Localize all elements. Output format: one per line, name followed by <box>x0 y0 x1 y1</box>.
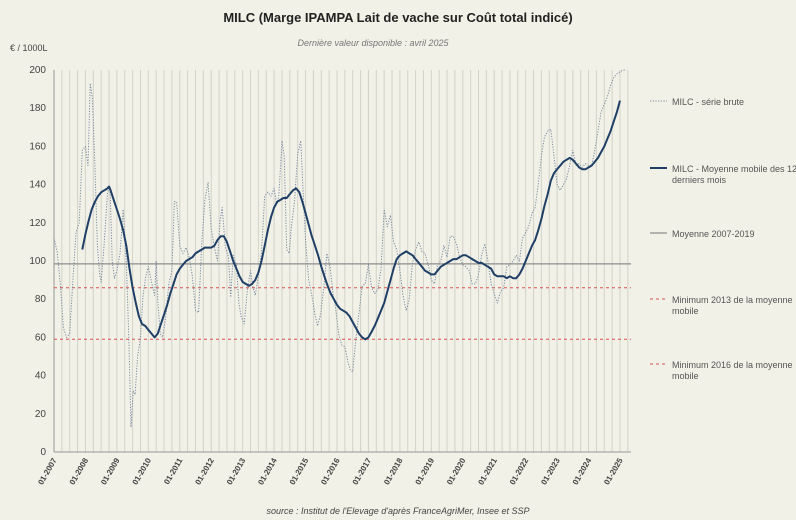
y-tick-label: 140 <box>29 180 46 191</box>
chart-subtitle: Dernière valeur disponible : avril 2025 <box>297 38 449 48</box>
x-tick-label: 01-2022 <box>508 456 531 486</box>
legend-label-average: Moyenne 2007-2019 <box>672 229 755 239</box>
x-tick-label: 01-2016 <box>319 456 342 486</box>
series-line-0 <box>53 69 627 428</box>
y-tick-label: 0 <box>40 447 46 458</box>
x-tick-label: 01-2011 <box>162 456 185 486</box>
y-tick-label: 180 <box>29 103 46 114</box>
legend-label-min-2016: Minimum 2016 de la moyenne mobile <box>672 360 793 381</box>
legend-label-raw: MILC - série brute <box>672 97 745 107</box>
chart-source: source : Institut de l'Elevage d'après F… <box>266 506 530 516</box>
x-tick-label: 01-2009 <box>99 456 122 486</box>
y-tick-label: 120 <box>29 218 46 229</box>
x-tick-label: 01-2019 <box>414 456 437 486</box>
x-tick-label: 01-2018 <box>382 456 405 486</box>
x-tick-label: 01-2013 <box>225 456 248 486</box>
y-tick-label: 40 <box>35 371 47 382</box>
x-tick-label: 01-2010 <box>131 456 154 486</box>
x-tick-label: 01-2024 <box>571 456 594 486</box>
legend-label-min-2013: Minimum 2013 de la moyenne mobile <box>672 295 793 316</box>
chart-title: MILC (Marge IPAMPA Lait de vache sur Coû… <box>223 10 573 25</box>
y-axis-unit: € / 1000L <box>10 43 48 53</box>
x-tick-label: 01-2021 <box>476 456 499 486</box>
x-tick-label: 01-2025 <box>602 456 625 486</box>
y-tick-label: 100 <box>29 256 46 267</box>
x-tick-label: 01-2017 <box>351 456 374 486</box>
y-tick-label: 80 <box>35 294 47 305</box>
x-tick-label: 01-2012 <box>193 456 216 486</box>
y-tick-label: 60 <box>35 332 47 343</box>
y-tick-label: 200 <box>29 65 46 76</box>
x-tick-label: 01-2007 <box>36 456 59 486</box>
x-tick-label: 01-2020 <box>445 456 468 486</box>
x-tick-label: 01-2008 <box>68 456 91 486</box>
x-tick-label: 01-2015 <box>288 456 311 486</box>
legend-label-moving-average: MILC - Moyenne mobile des 12 derniers mo… <box>672 164 796 185</box>
x-tick-label: 01-2023 <box>539 456 562 486</box>
series-line-1 <box>81 100 621 341</box>
y-tick-label: 20 <box>35 409 47 420</box>
y-tick-label: 160 <box>29 141 46 152</box>
x-tick-label: 01-2014 <box>256 456 279 486</box>
